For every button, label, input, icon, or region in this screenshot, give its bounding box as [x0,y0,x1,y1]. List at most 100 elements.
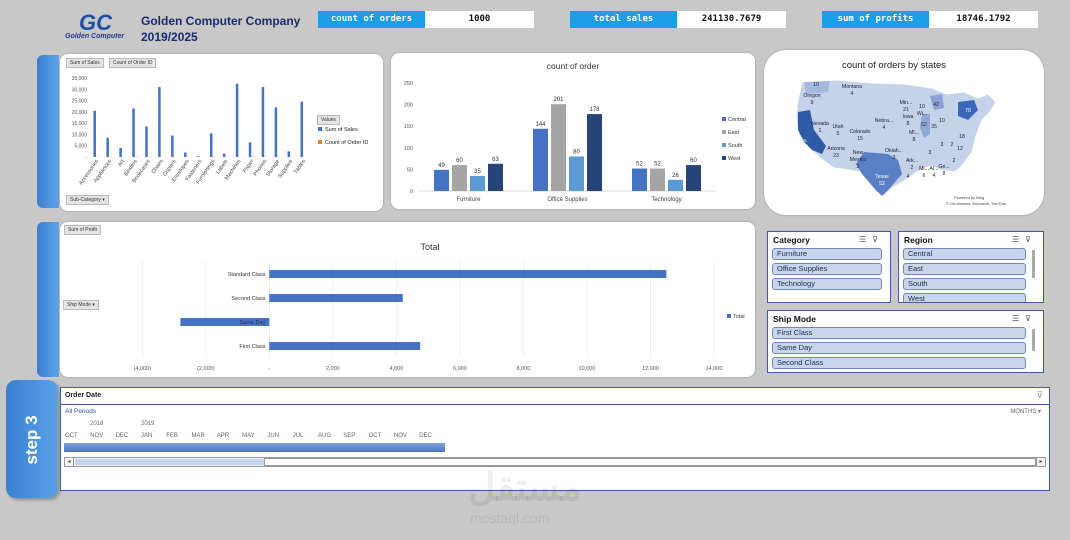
count-of-order-pill[interactable]: Count of Order ID [109,58,157,68]
timeline-month[interactable]: NOV [393,433,407,439]
scroll-thumb[interactable] [264,458,1036,466]
map-state-label: Nevada [811,121,829,127]
map-state-label: Mi... [919,166,929,172]
y-tick-label: 250 [404,81,413,87]
watermark-domain: mostaql.com [470,510,550,526]
legend-label: South [728,143,742,149]
slicer-item-technology[interactable]: Technology [772,278,882,290]
timeline-month[interactable]: OCT [368,433,382,439]
y-tick-label: 200 [404,103,413,109]
timeline-month[interactable]: FEB [166,433,178,439]
map-state-label: Oregon [803,93,820,99]
y-tick-label: 30,000 [72,87,88,93]
x-tick-label: Furniture [456,197,481,203]
slicer-item-south[interactable]: South [903,278,1026,290]
step-label: step 3 [22,415,41,465]
region-bar [551,104,566,191]
timeline-month[interactable]: DEC [115,433,129,439]
profit-bar [269,342,421,350]
map-state-label: 2 [857,164,860,170]
timeline-month[interactable]: MAR [191,433,205,439]
clear-filter-icon[interactable]: ⊽ [872,235,884,244]
y-tick-label: 35,000 [72,76,88,82]
sum-of-profit-pill[interactable]: Sum of Profit [64,225,101,235]
map-state-label: Utah [833,124,844,130]
map-state-label: Ge... [938,164,949,170]
timeline-period-bar[interactable] [64,443,445,452]
slicer-item-first-class[interactable]: First Class [772,327,1026,339]
timeline-month[interactable]: OCT [65,433,78,439]
map-state-label: 15 [857,136,863,142]
timeline-month[interactable]: JUN [267,433,280,439]
map-state-label: 4 [851,91,854,97]
map-state-label: 1 [819,128,822,134]
region-bar [434,169,449,191]
multi-select-icon[interactable]: ☰ [858,235,873,244]
scroll-right-button[interactable]: ▸ [1036,458,1045,466]
timeline-month[interactable]: APR [216,433,230,439]
x-tick-label: Office Supplies [547,197,587,203]
timeline-month[interactable]: NOV [90,433,104,439]
sales-bar [222,153,226,157]
kpi-profits-value: 18746.1792 [929,11,1038,28]
sales-bar [171,135,174,157]
timeline-month[interactable]: AUG [318,433,332,439]
y-tick-label: 0 [410,189,413,195]
slicer-item-west[interactable]: West [903,293,1026,302]
granularity-dropdown[interactable]: MONTHS ▾ [1010,408,1041,415]
map-state-label: 42 [933,102,939,108]
multi-select-icon[interactable]: ☰ [1011,235,1026,244]
y-tick-label: 50 [407,167,413,173]
california-shape [798,110,826,154]
slicer-item-central[interactable]: Central [903,248,1026,260]
sum-of-sales-pill[interactable]: Sum of Sales [66,58,104,68]
data-label: 144 [535,122,546,128]
timeline-month[interactable]: JUL [292,433,304,439]
y-tick-label: 5,000 [74,144,87,150]
region-bar [686,165,701,191]
clear-filter-icon[interactable]: ⊽ [1025,314,1037,323]
x-tick-label: 4,000 [390,366,404,372]
slicer-item-furniture[interactable]: Furniture [772,248,882,260]
profit-bar [269,270,667,278]
slicer-item-east[interactable]: East [903,263,1026,275]
slicer-item-second-class[interactable]: Second Class [772,357,1026,369]
data-label: 52 [654,162,661,168]
legend-label: West [728,156,741,162]
data-label: 60 [456,158,463,164]
sales-bar [248,142,252,157]
timeline-month[interactable]: MAY [242,433,255,439]
category-slicer: Category ☰⊽ Furniture Office Supplies Te… [767,231,891,303]
region-bar [587,114,602,191]
multi-select-icon[interactable]: ☰ [1011,314,1026,323]
ship-mode-slicer-scrollbar[interactable] [1032,329,1035,351]
y-tick-label: First Class [239,344,265,350]
dropdown-icon: ▾ [102,197,105,203]
new-york-shape [958,100,978,120]
timeline-month[interactable]: DEC [419,433,432,439]
subcategory-filter[interactable]: Sub-Category ▾ [66,195,109,205]
scroll-left-button[interactable]: ◂ [65,458,74,466]
map-state-label: 70 [965,108,971,114]
timeline-month[interactable]: JAN [140,433,153,439]
slicer-item-office-supplies[interactable]: Office Supplies [772,263,882,275]
count-of-order-chart: count of order 250 200 150 100 50 0 49 60 35 63 Fur… [404,61,746,203]
slicer-item-same-day[interactable]: Same Day [772,342,1026,354]
ship-mode-filter[interactable]: Ship Mode ▾ [63,300,99,310]
map-title: count of orders by states [841,60,947,71]
clear-filter-icon[interactable]: ⊽ [1025,235,1037,244]
step-tab[interactable]: step 3 [6,380,58,498]
timeline-month[interactable]: SEP [343,433,356,439]
timeline-scrollbar[interactable]: ◂ ▸ [64,457,1046,467]
states-map-panel: count of orders by states 10 Oregon 9 Monta… [764,50,1044,215]
subcategory-chart-panel: Sum of Sales Count of Order ID 35,000 30,… [60,54,383,211]
sales-bar [145,126,148,157]
map-state-label: Oklah... [885,148,903,154]
map-state-label: 10 [813,82,819,88]
clear-filter-icon[interactable]: ⊽ [1036,390,1043,400]
x-tick-label: (2,000) [197,366,215,372]
profit-by-shipmode-panel: Sum of Profit Ship Mode ▾ Total (4,000) (2… [60,222,755,377]
region-slicer-scrollbar[interactable] [1032,250,1035,278]
map-attribution-1: Powered by Bing [954,195,985,200]
map-state-label: 4 [907,174,910,180]
